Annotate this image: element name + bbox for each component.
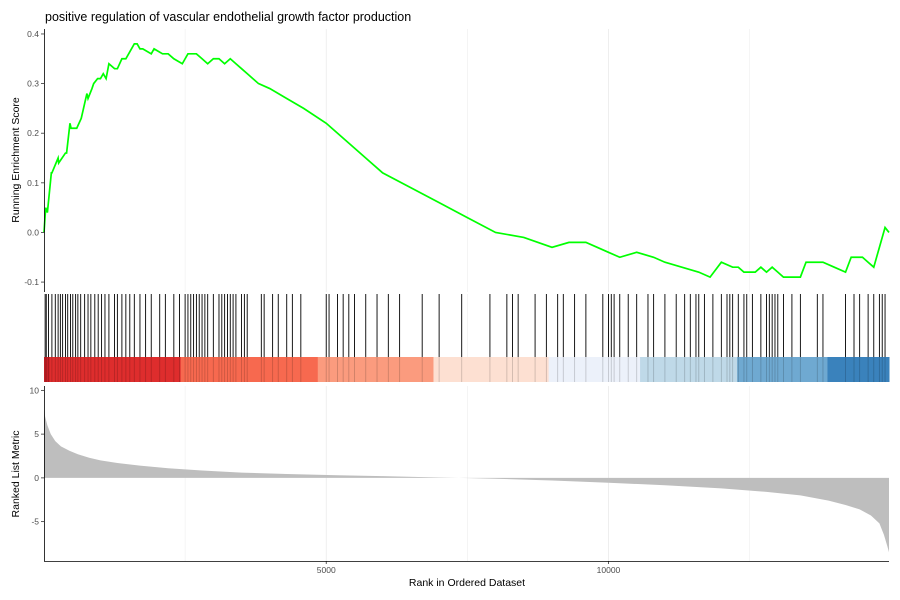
ranked-metric-ylabel: Ranked List Metric bbox=[10, 431, 22, 518]
ranked-metric-y-ticks: -5 0 5 10 bbox=[30, 385, 44, 527]
y-tick-label: 0.4 bbox=[27, 29, 39, 39]
y-tick-label: -0.1 bbox=[24, 277, 39, 287]
running-score-line bbox=[43, 43, 890, 279]
y-tick-label: 5 bbox=[34, 429, 39, 439]
ranked-metric-panel: -5 0 5 10 5000 10000 Ranked List Metric Rank… bbox=[10, 385, 889, 589]
rank-band bbox=[317, 357, 434, 382]
y-tick-label: 0 bbox=[34, 473, 39, 483]
running-score-grid bbox=[184, 29, 750, 292]
chart-title: positive regulation of vascular endothel… bbox=[45, 10, 411, 24]
rank-band bbox=[44, 357, 51, 382]
y-tick-label: 0.2 bbox=[27, 128, 39, 138]
rank-band bbox=[548, 357, 641, 382]
x-tick-label: 10000 bbox=[597, 565, 621, 575]
running-score-y-ticks: -0.1 0.0 0.1 0.2 0.3 0.4 bbox=[24, 29, 44, 287]
rank-band bbox=[640, 357, 738, 382]
ranked-metric-x-ticks: 5000 10000 bbox=[317, 561, 621, 575]
rank-band bbox=[737, 357, 828, 382]
running-score-panel: -0.1 0.0 0.1 0.2 0.3 0.4 Running Enrichment S… bbox=[10, 29, 890, 292]
rank-color-bands bbox=[44, 357, 890, 382]
rank-band bbox=[180, 357, 319, 382]
rank-band bbox=[49, 357, 182, 382]
y-tick-label: 0.1 bbox=[27, 178, 39, 188]
x-tick-label: 5000 bbox=[317, 565, 336, 575]
y-tick-label: 0.3 bbox=[27, 79, 39, 89]
rank-band bbox=[827, 357, 890, 382]
y-tick-label: 10 bbox=[30, 385, 40, 395]
ranked-metric-area bbox=[44, 409, 889, 553]
rank-band bbox=[433, 357, 550, 382]
y-tick-label: -5 bbox=[31, 517, 39, 527]
running-score-ylabel: Running Enrichment Score bbox=[10, 97, 22, 223]
x-axis-label: Rank in Ordered Dataset bbox=[409, 577, 525, 589]
gene-hit-ticks bbox=[44, 294, 886, 357]
gene-hits-panel bbox=[44, 294, 890, 382]
y-tick-label: 0.0 bbox=[27, 227, 39, 237]
